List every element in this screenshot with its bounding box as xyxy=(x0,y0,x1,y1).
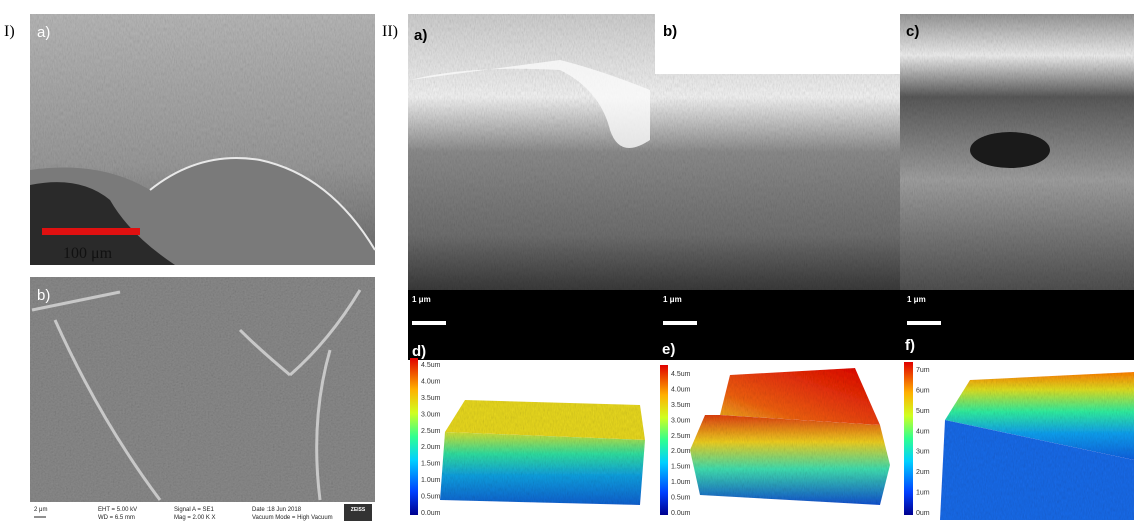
colorbar-label: 4.5um xyxy=(421,362,441,369)
colorbar-label: 0.5um xyxy=(671,495,691,502)
sem-image xyxy=(30,277,375,502)
info-vacuum: Vacuum Mode = High Vacuum xyxy=(252,515,333,521)
pore xyxy=(970,132,1050,168)
colorbar-label: 1.5um xyxy=(671,464,691,471)
panel-label: b) xyxy=(663,23,677,40)
logo-text: ZEISS xyxy=(351,507,366,513)
colorbar-label: 3.0um xyxy=(421,411,441,418)
colorbar-label: 3.5um xyxy=(421,395,441,402)
part-label: I) xyxy=(4,23,15,40)
scale-bar xyxy=(42,228,140,235)
colorbar-label: 2.0um xyxy=(421,444,441,451)
scale-bar xyxy=(663,321,697,325)
colorbar-label: 2um xyxy=(916,469,930,476)
info-eht: EHT = 5.00 kV xyxy=(98,507,137,513)
scale-label: 1 μm xyxy=(663,295,682,304)
colorbar xyxy=(410,358,418,515)
colorbar-label: 0.5um xyxy=(421,494,441,501)
scale-bar xyxy=(907,321,941,325)
colorbar-label: 2.0um xyxy=(671,448,691,455)
colorbar-label: 2.5um xyxy=(671,433,691,440)
scale-label: 1 μm xyxy=(907,295,926,304)
colorbar-label: 0.0um xyxy=(671,510,691,517)
colorbar-label: 4.5um xyxy=(671,371,691,378)
colorbar-label: 4um xyxy=(916,428,930,435)
panel-label: a) xyxy=(37,24,50,41)
afm-top xyxy=(720,368,880,425)
info-mag: Mag = 2.00 K X xyxy=(174,515,216,521)
scale-label: 1 μm xyxy=(412,295,431,304)
colorbar-label: 0.0um xyxy=(421,510,441,517)
info-scale: 2 μm xyxy=(34,507,47,513)
colorbar-label: 4.0um xyxy=(671,386,691,393)
figure: 100 μm I) a) b) 2 μm EHT = 5.00 kV WD = … xyxy=(0,0,1134,523)
colorbar-label: 3.0um xyxy=(671,417,691,424)
info-signal: Signal A = SE1 xyxy=(174,507,215,513)
colorbar-label: 5um xyxy=(916,408,930,415)
afm-side xyxy=(690,415,890,505)
colorbar-label: 1.0um xyxy=(421,477,441,484)
colorbar-label: 1um xyxy=(916,490,930,497)
colorbar-label: 4.0um xyxy=(421,378,441,385)
panel-label: c) xyxy=(906,23,919,40)
colorbar-label: 1.5um xyxy=(421,461,441,468)
colorbar-label: 6um xyxy=(916,387,930,394)
colorbar-label: 3.5um xyxy=(671,402,691,409)
panel-label: a) xyxy=(414,27,427,44)
colorbar-label: 2.5um xyxy=(421,428,441,435)
colorbar xyxy=(660,365,668,515)
colorbar-label: 0um xyxy=(916,510,930,517)
part-label: II) xyxy=(382,23,398,40)
afm-side xyxy=(440,432,645,505)
panel-label: d) xyxy=(412,343,426,360)
panel-label: e) xyxy=(662,341,675,358)
info-wd: WD = 6.5 mm xyxy=(98,515,135,521)
sem-cross-section xyxy=(408,14,655,290)
info-date: Date :18 Jun 2018 xyxy=(252,507,302,513)
panel-label: f) xyxy=(905,337,915,354)
colorbar-label: 1.0um xyxy=(671,479,691,486)
colorbar-label: 3um xyxy=(916,449,930,456)
colorbar xyxy=(904,362,913,515)
sem-background xyxy=(655,14,900,74)
scale-bar xyxy=(412,321,446,325)
panel-label: b) xyxy=(37,287,50,304)
scale-label: 100 μm xyxy=(63,245,113,262)
colorbar-label: 7um xyxy=(916,367,930,374)
